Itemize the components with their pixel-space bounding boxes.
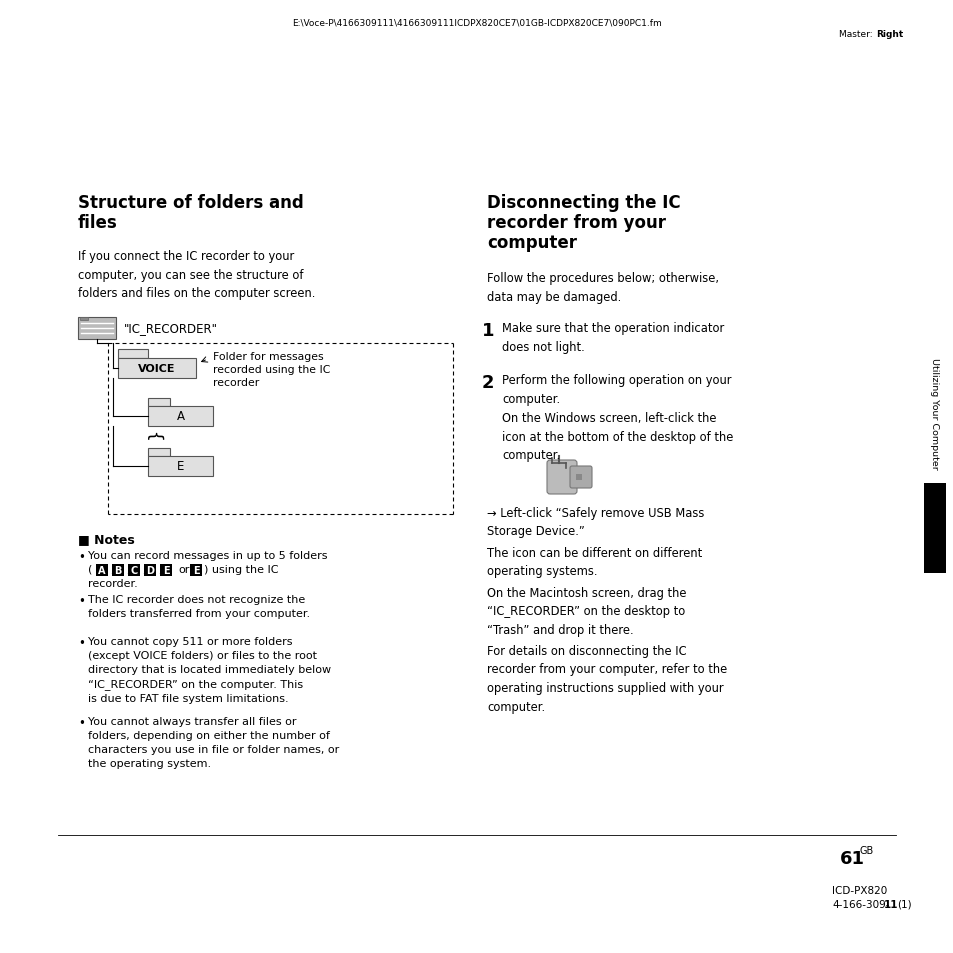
FancyBboxPatch shape [569, 467, 592, 489]
Text: computer: computer [486, 233, 577, 252]
FancyBboxPatch shape [112, 564, 124, 577]
Text: On the Windows screen, left-click the
icon at the bottom of the desktop of the
c: On the Windows screen, left-click the ic… [501, 412, 733, 461]
FancyBboxPatch shape [128, 564, 140, 577]
Text: You cannot copy 511 or more folders
(except VOICE folders) or files to the root
: You cannot copy 511 or more folders (exc… [88, 637, 331, 703]
Text: E: E [176, 460, 184, 473]
Text: For details on disconnecting the IC
recorder from your computer, refer to the
op: For details on disconnecting the IC reco… [486, 644, 726, 713]
FancyBboxPatch shape [148, 398, 170, 407]
Text: You cannot always transfer all files or
folders, depending on either the number : You cannot always transfer all files or … [88, 717, 339, 768]
Text: Folder for messages
recorded using the IC
recorder: Folder for messages recorded using the I… [213, 352, 330, 388]
FancyBboxPatch shape [144, 564, 156, 577]
Text: E:\Voce-P\4166309111\4166309111ICDPX820CE7\01GB-ICDPX820CE7\090PC1.fm: E:\Voce-P\4166309111\4166309111ICDPX820C… [292, 19, 661, 28]
Text: ) using the IC: ) using the IC [204, 564, 278, 575]
Text: Make sure that the operation indicator
does not light.: Make sure that the operation indicator d… [501, 322, 723, 354]
Text: •: • [78, 717, 85, 729]
FancyBboxPatch shape [80, 317, 88, 320]
FancyBboxPatch shape [118, 358, 195, 378]
FancyBboxPatch shape [546, 460, 577, 495]
Text: A: A [98, 565, 106, 576]
Text: •: • [78, 551, 85, 563]
Text: Follow the procedures below; otherwise,
data may be damaged.: Follow the procedures below; otherwise, … [486, 272, 719, 303]
Text: The icon can be different on different
operating systems.: The icon can be different on different o… [486, 546, 701, 578]
Text: Utilizing Your Computer: Utilizing Your Computer [929, 357, 939, 470]
Text: ,: , [110, 564, 113, 575]
Text: E: E [193, 565, 199, 576]
Text: A: A [176, 410, 184, 423]
FancyBboxPatch shape [923, 483, 945, 574]
Text: On the Macintosh screen, drag the
“IC_RECORDER” on the desktop to
“Trash” and dr: On the Macintosh screen, drag the “IC_RE… [486, 586, 686, 637]
Text: E: E [163, 565, 169, 576]
Text: Master:: Master: [839, 30, 875, 39]
Text: 11: 11 [883, 899, 898, 909]
Text: GB: GB [859, 845, 873, 855]
Text: 2: 2 [481, 374, 494, 392]
Text: You can record messages in up to 5 folders: You can record messages in up to 5 folde… [88, 551, 327, 560]
Text: → Left-click “Safely remove USB Mass
Storage Device.”: → Left-click “Safely remove USB Mass Sto… [486, 506, 703, 537]
Text: Disconnecting the IC: Disconnecting the IC [486, 193, 679, 212]
Text: files: files [78, 213, 117, 232]
Text: }: } [147, 427, 165, 438]
Text: VOICE: VOICE [138, 364, 175, 374]
Text: ,: , [158, 564, 161, 575]
Text: Right: Right [875, 30, 902, 39]
Text: Structure of folders and: Structure of folders and [78, 193, 303, 212]
Text: "IC_RECORDER": "IC_RECORDER" [124, 322, 218, 335]
Text: Perform the following operation on your
computer.: Perform the following operation on your … [501, 374, 731, 405]
Text: D: D [146, 565, 153, 576]
FancyBboxPatch shape [148, 407, 213, 427]
Text: •: • [78, 595, 85, 607]
Text: (1): (1) [896, 899, 911, 909]
FancyBboxPatch shape [576, 475, 581, 480]
Text: The IC recorder does not recognize the
folders transferred from your computer.: The IC recorder does not recognize the f… [88, 595, 310, 618]
Text: ICD-PX820: ICD-PX820 [831, 885, 886, 895]
Text: ,: , [126, 564, 130, 575]
FancyBboxPatch shape [96, 564, 108, 577]
Text: recorder from your: recorder from your [486, 213, 665, 232]
Text: ,: , [142, 564, 146, 575]
FancyBboxPatch shape [160, 564, 172, 577]
Text: or: or [178, 564, 190, 575]
Text: 1: 1 [481, 322, 494, 339]
Text: 4-166-309-: 4-166-309- [831, 899, 888, 909]
Text: If you connect the IC recorder to your
computer, you can see the structure of
fo: If you connect the IC recorder to your c… [78, 250, 315, 299]
Text: •: • [78, 637, 85, 649]
FancyBboxPatch shape [78, 317, 116, 339]
Text: C: C [131, 565, 137, 576]
FancyBboxPatch shape [148, 449, 170, 456]
FancyBboxPatch shape [118, 350, 148, 358]
Text: recorder.: recorder. [88, 578, 137, 588]
Text: B: B [114, 565, 122, 576]
FancyBboxPatch shape [190, 564, 202, 577]
Text: (: ( [88, 564, 92, 575]
Text: ■ Notes: ■ Notes [78, 533, 134, 545]
Text: 61: 61 [840, 849, 864, 867]
FancyBboxPatch shape [148, 456, 213, 476]
